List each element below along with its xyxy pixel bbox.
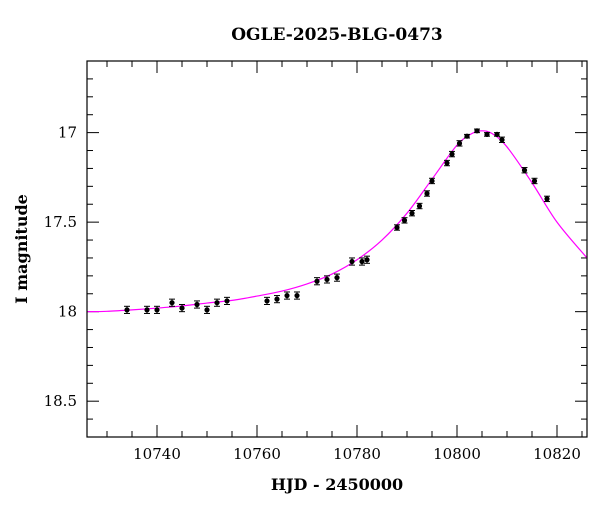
point-marker	[274, 296, 280, 302]
data-point	[424, 190, 430, 197]
point-marker	[544, 196, 550, 202]
data-point	[409, 210, 415, 217]
data-point	[204, 305, 210, 314]
point-marker	[449, 151, 455, 157]
data-point	[449, 150, 455, 158]
point-marker	[416, 203, 423, 209]
point-marker	[324, 276, 330, 283]
data-point	[349, 257, 355, 266]
y-tick-label: 18	[58, 303, 77, 321]
model-line	[87, 130, 587, 313]
point-marker	[456, 140, 463, 146]
x-axis-label: HJD - 2450000	[271, 475, 403, 494]
model-curve	[87, 130, 587, 313]
data-point	[314, 277, 320, 286]
data-point	[194, 300, 200, 309]
point-marker	[314, 278, 320, 284]
point-marker	[409, 210, 415, 216]
x-tick-label: 10740	[133, 445, 181, 463]
data-point	[359, 257, 365, 266]
data-point	[364, 255, 370, 264]
point-marker	[169, 300, 175, 306]
data-point	[464, 133, 470, 139]
point-marker	[264, 298, 270, 304]
data-point	[334, 273, 340, 282]
point-marker	[394, 224, 400, 231]
point-marker	[359, 258, 365, 265]
data-point	[499, 136, 505, 143]
x-tick-label: 10820	[533, 445, 581, 463]
x-tick-label: 10760	[233, 445, 281, 463]
point-marker	[444, 160, 450, 166]
point-marker	[499, 137, 505, 143]
axis-tick-labels: 10740 10760 10780 10800 10820 17 17.5 18 18.5	[44, 124, 581, 463]
point-marker	[429, 178, 435, 184]
point-marker	[204, 307, 210, 313]
point-marker	[124, 307, 130, 313]
point-marker	[484, 131, 490, 138]
plot-frame	[86, 60, 588, 438]
data-point	[484, 131, 490, 138]
data-point	[544, 195, 550, 203]
data-point	[284, 291, 290, 300]
point-marker	[144, 307, 150, 313]
point-marker	[349, 258, 355, 265]
point-marker	[424, 190, 430, 197]
data-point	[444, 159, 450, 167]
point-marker	[494, 131, 500, 138]
point-marker	[179, 305, 185, 311]
point-marker	[334, 275, 340, 281]
point-marker	[401, 217, 408, 223]
data-point	[429, 177, 435, 185]
data-point	[144, 305, 150, 314]
data-point	[416, 202, 423, 210]
point-marker	[224, 298, 230, 304]
data-point	[169, 298, 175, 307]
x-tick-label: 10780	[333, 445, 381, 463]
data-point	[394, 224, 400, 231]
data-point	[456, 140, 463, 147]
point-marker	[284, 292, 290, 299]
y-tick-label: 17.5	[44, 213, 77, 231]
data-point	[494, 131, 500, 138]
data-point	[531, 177, 538, 185]
data-point	[179, 304, 185, 313]
y-tick-label: 18.5	[44, 392, 77, 410]
data-point	[154, 305, 160, 314]
data-point	[401, 217, 408, 224]
data-point	[274, 295, 280, 304]
y-axis-label: I magnitude	[12, 194, 31, 304]
data-point	[521, 167, 528, 174]
point-marker	[531, 178, 538, 184]
data-point	[224, 296, 230, 306]
point-marker	[214, 300, 220, 306]
data-points	[124, 128, 550, 314]
data-point	[264, 296, 270, 306]
point-marker	[464, 133, 470, 139]
point-marker	[154, 307, 160, 313]
axis-ticks	[87, 60, 587, 438]
point-marker	[364, 257, 370, 263]
y-tick-label: 17	[58, 124, 77, 142]
x-tick-label: 10800	[433, 445, 481, 463]
data-point	[294, 291, 300, 300]
point-marker	[194, 301, 200, 308]
point-marker	[521, 167, 528, 173]
chart-title: OGLE-2025-BLG-0473	[231, 25, 443, 45]
data-point	[124, 305, 130, 314]
data-point	[474, 128, 480, 134]
data-point	[324, 275, 330, 284]
point-marker	[294, 292, 300, 299]
data-point	[214, 298, 220, 307]
point-marker	[474, 128, 480, 134]
